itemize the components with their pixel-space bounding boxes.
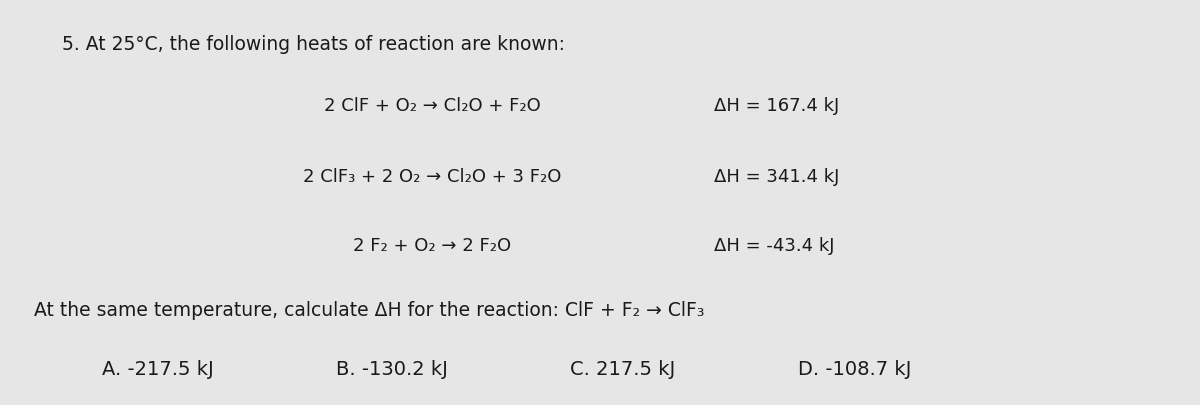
Text: B. -130.2 kJ: B. -130.2 kJ: [336, 359, 448, 378]
Text: C. 217.5 kJ: C. 217.5 kJ: [570, 359, 676, 378]
Text: 2 ClF + O₂ → Cl₂O + F₂O: 2 ClF + O₂ → Cl₂O + F₂O: [324, 96, 540, 114]
Text: At the same temperature, calculate ΔH for the reaction: ClF + F₂ → ClF₃: At the same temperature, calculate ΔH fo…: [34, 301, 704, 319]
Text: ΔH = 167.4 kJ: ΔH = 167.4 kJ: [714, 96, 839, 114]
Text: ΔH = -43.4 kJ: ΔH = -43.4 kJ: [714, 236, 834, 254]
Text: 2 F₂ + O₂ → 2 F₂O: 2 F₂ + O₂ → 2 F₂O: [353, 236, 511, 254]
Text: 5. At 25°C, the following heats of reaction are known:: 5. At 25°C, the following heats of react…: [62, 34, 565, 53]
Text: A. -217.5 kJ: A. -217.5 kJ: [102, 359, 214, 378]
Text: D. -108.7 kJ: D. -108.7 kJ: [798, 359, 911, 378]
Text: ΔH = 341.4 kJ: ΔH = 341.4 kJ: [714, 167, 839, 185]
Text: 2 ClF₃ + 2 O₂ → Cl₂O + 3 F₂O: 2 ClF₃ + 2 O₂ → Cl₂O + 3 F₂O: [302, 167, 562, 185]
